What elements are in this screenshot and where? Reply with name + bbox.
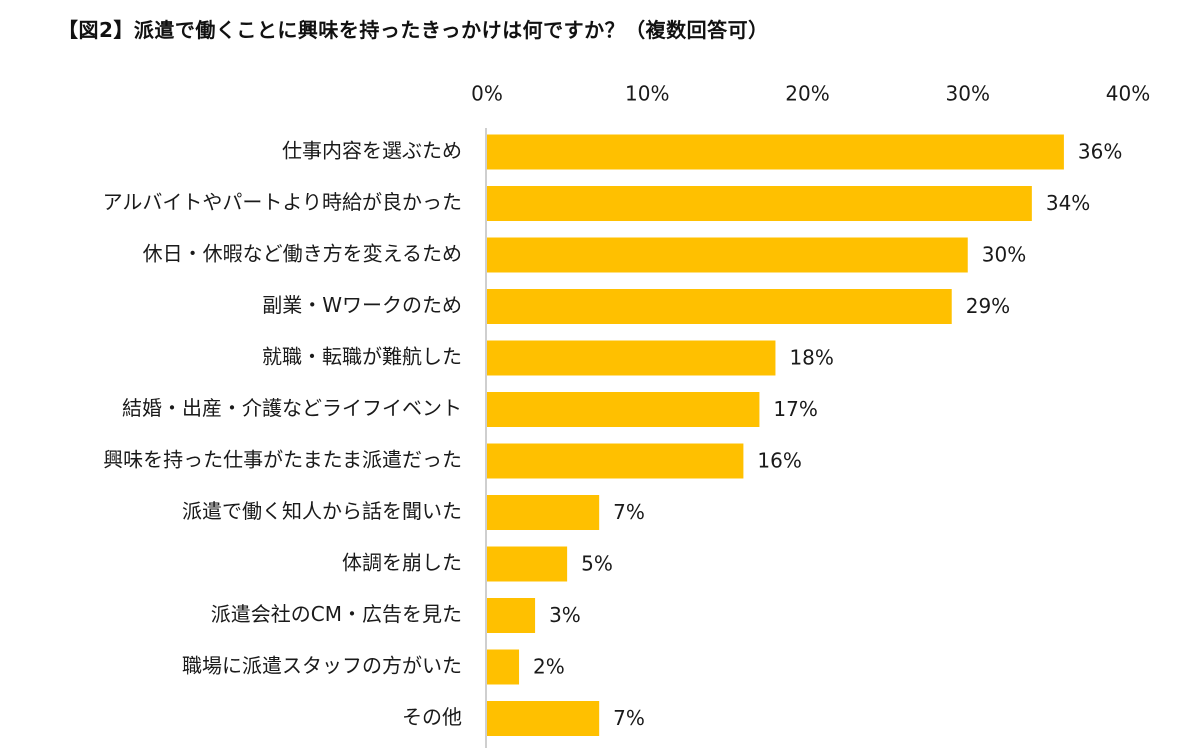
category-label: 派遣会社のCM・広告を見た (211, 602, 462, 626)
bar (487, 443, 744, 479)
bar (487, 392, 760, 427)
bar (487, 598, 536, 633)
bar (487, 134, 1064, 170)
category-label: 副業・Wワークのため (262, 293, 462, 317)
bar (487, 701, 600, 736)
category-labels: 仕事内容を選ぶためアルバイトやパートより時給が良かった休日・休暇など働き方を変え… (103, 139, 462, 730)
x-tick-label: 30% (946, 82, 990, 106)
category-label: 派遣で働く知人から話を聞いた (182, 499, 462, 523)
bar (487, 340, 776, 376)
bar (487, 289, 952, 324)
category-label: 休日・休暇など働き方を変えるため (143, 242, 462, 266)
category-label: その他 (402, 705, 462, 729)
data-labels-group: 36% 34% 30% 29% 18% 17% 16% 7% 5% 3% 2% 7% (533, 140, 1122, 731)
data-label: 7% (613, 500, 645, 524)
category-label: 就職・転職が難航した (262, 345, 462, 369)
category-label: 結婚・出産・介護などライフイベント (122, 396, 462, 420)
category-label: アルバイトやパートより時給が良かった (103, 190, 462, 214)
data-label: 7% (613, 706, 645, 730)
bar (487, 237, 968, 273)
x-tick-label: 20% (785, 82, 829, 106)
data-label: 17% (773, 397, 817, 421)
data-label: 29% (966, 294, 1010, 318)
category-label: 仕事内容を選ぶため (282, 139, 462, 163)
data-label: 30% (982, 243, 1026, 267)
bars-group (487, 134, 1064, 736)
data-label: 16% (757, 449, 801, 473)
bar (487, 495, 600, 530)
category-label: 体調を崩した (342, 551, 462, 575)
data-label: 3% (549, 603, 581, 627)
x-axis-ticks: 0% 10% 20% 30% 40% (471, 82, 1150, 106)
category-label: 職場に派遣スタッフの方がいた (182, 654, 462, 678)
data-label: 2% (533, 655, 565, 679)
data-label: 5% (581, 552, 613, 576)
chart-title: 【図2】派遣で働くことに興味を持ったきっかけは何ですか？（複数回答可） (58, 18, 769, 42)
bar (487, 546, 568, 582)
data-label: 34% (1046, 191, 1090, 215)
bar (487, 186, 1032, 221)
data-label: 36% (1078, 140, 1122, 164)
category-label: 興味を持った仕事がたまたま派遣だった (103, 448, 462, 472)
x-tick-label: 40% (1106, 82, 1150, 106)
x-tick-label: 0% (471, 82, 503, 106)
data-label: 18% (789, 346, 833, 370)
bar (487, 649, 520, 685)
x-tick-label: 10% (625, 82, 669, 106)
